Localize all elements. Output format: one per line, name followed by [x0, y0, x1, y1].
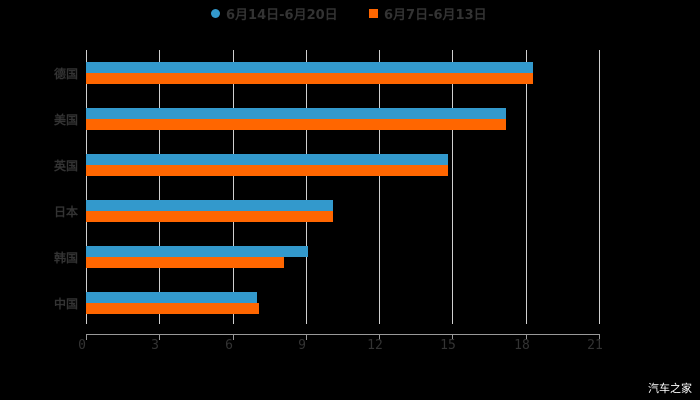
bar-series-2[interactable] — [86, 119, 506, 130]
category-label: 中国 — [53, 297, 78, 311]
chart-legend: 6月14日-6月20日 6月7日-6月13日 — [0, 4, 700, 24]
x-tick-label: 9 — [298, 338, 306, 353]
x-axis-line — [86, 334, 600, 335]
x-axis-tick — [379, 334, 380, 340]
bar-series-2[interactable] — [86, 165, 448, 176]
x-tick-label: 3 — [151, 338, 159, 353]
watermark: 汽车之家 — [648, 382, 692, 395]
bar-series-1[interactable] — [86, 292, 257, 303]
gridline — [86, 50, 87, 324]
bar-series-1[interactable] — [86, 154, 448, 165]
x-axis-tick — [233, 334, 234, 340]
bar-series-2[interactable] — [86, 257, 284, 268]
bar-series-2[interactable] — [86, 211, 333, 222]
gridline — [233, 50, 234, 324]
x-tick-label: 15 — [440, 338, 456, 353]
x-tick-label: 6 — [225, 338, 233, 353]
x-tick-label: 12 — [367, 338, 383, 353]
gridline — [599, 50, 600, 324]
bar-series-1[interactable] — [86, 246, 308, 257]
legend-label: 6月7日-6月13日 — [384, 8, 487, 23]
gridline — [452, 50, 453, 324]
bar-series-2[interactable] — [86, 303, 259, 314]
x-tick-label: 0 — [78, 338, 86, 353]
x-tick-label: 18 — [514, 338, 530, 353]
bar-series-1[interactable] — [86, 62, 533, 73]
category-label: 韩国 — [53, 251, 78, 265]
category-label: 德国 — [53, 67, 78, 81]
category-label: 美国 — [53, 113, 78, 127]
x-axis-tick — [86, 334, 87, 340]
x-axis-tick — [599, 334, 600, 340]
gridline — [379, 50, 380, 324]
gridline — [306, 50, 307, 324]
legend-item-series-1[interactable]: 6月14日-6月20日 — [211, 4, 338, 23]
x-axis-tick — [159, 334, 160, 340]
gridline — [526, 50, 527, 324]
x-tick-label: 21 — [587, 338, 603, 353]
gridline — [159, 50, 160, 324]
bar-series-2[interactable] — [86, 73, 533, 84]
bar-series-1[interactable] — [86, 200, 333, 211]
x-axis-tick — [526, 334, 527, 340]
legend-item-series-2[interactable]: 6月7日-6月13日 — [369, 4, 487, 23]
legend-circle-icon — [211, 9, 220, 18]
x-axis-tick — [452, 334, 453, 340]
legend-square-icon — [369, 9, 378, 18]
category-label: 英国 — [53, 159, 78, 173]
bar-series-1[interactable] — [86, 108, 506, 119]
legend-label: 6月14日-6月20日 — [226, 8, 338, 23]
category-label: 日本 — [53, 205, 78, 219]
x-axis-tick — [306, 334, 307, 340]
plot-area — [86, 50, 600, 340]
